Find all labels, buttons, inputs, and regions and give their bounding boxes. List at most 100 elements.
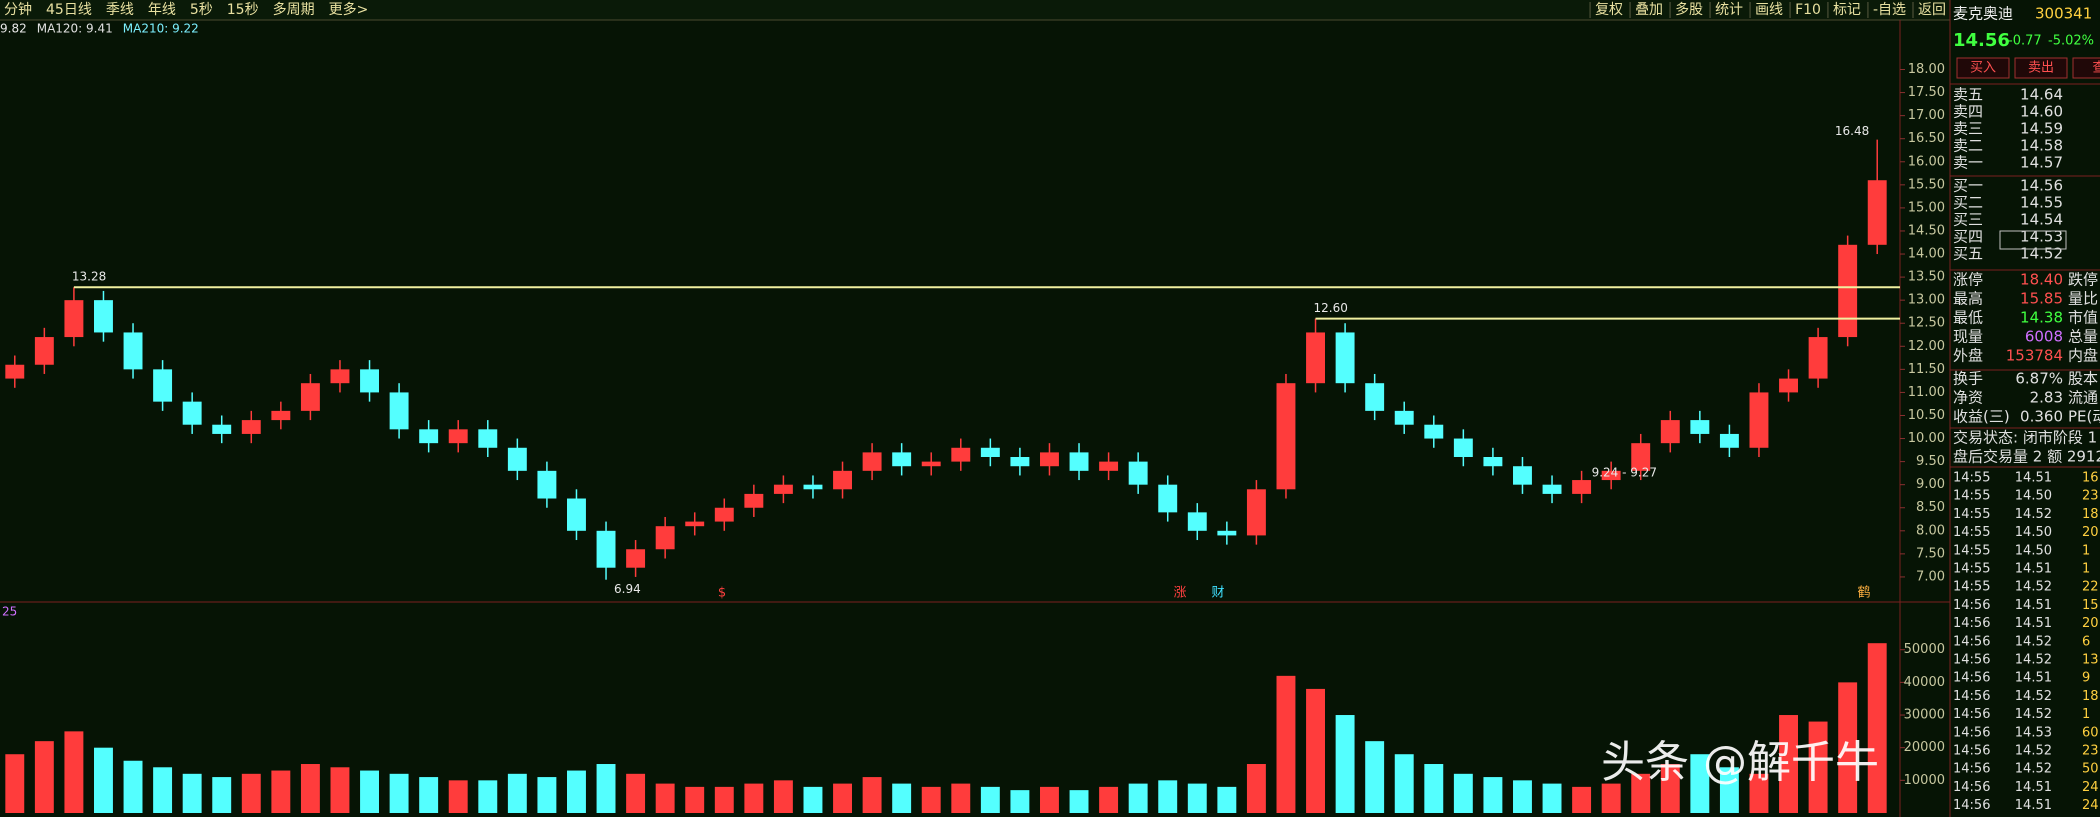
book-price: 14.59 — [2020, 120, 2063, 138]
stat-label: 内盘 — [2068, 347, 2098, 365]
candle-body — [626, 549, 646, 568]
book-price: 14.56 — [2020, 177, 2063, 195]
toolbar-button[interactable]: 叠加 — [1635, 2, 1663, 18]
stat-value: 6.87% — [2015, 370, 2063, 388]
candle-body — [1808, 337, 1828, 379]
volume-bar — [1542, 783, 1562, 813]
candle-body — [507, 447, 527, 471]
candle-body — [1424, 424, 1444, 439]
volume-bar — [1010, 790, 1030, 813]
trade-volume: 9 — [2082, 671, 2090, 686]
stat-label: 换手 — [1953, 370, 1983, 388]
trade-price: 14.50 — [2015, 543, 2052, 558]
candle-body — [389, 392, 409, 430]
trade-time: 14:56 — [1953, 598, 1990, 613]
stock-name: 麦克奥迪 — [1953, 5, 2013, 23]
trade-time: 14:56 — [1953, 634, 1990, 649]
trade-button[interactable] — [2014, 57, 2068, 79]
price-change-pct: -5.02% — [2048, 34, 2094, 49]
y-tick-label: 7.00 — [1916, 569, 1945, 584]
candle-body — [330, 369, 350, 384]
candle-body — [478, 429, 498, 448]
book-price: 14.64 — [2020, 86, 2063, 104]
toolbar-button[interactable]: 统计 — [1715, 2, 1743, 18]
volume-chart: 10000 20000 30000 40000 50000 25 — [2, 605, 1945, 813]
candle-body — [892, 452, 912, 467]
toolbar-button[interactable]: F10 — [1795, 2, 1821, 18]
volume-bar — [1217, 786, 1237, 813]
volume-bar — [212, 777, 232, 813]
y-tick-label: 7.50 — [1916, 546, 1945, 561]
toolbar-button[interactable]: 标记 — [1833, 2, 1861, 18]
candle-body — [1542, 484, 1562, 494]
volume-bar — [1513, 780, 1532, 813]
toolbar-item[interactable]: 季线 — [106, 2, 134, 18]
toolbar-button[interactable]: 画线 — [1755, 2, 1783, 18]
volume-bar — [833, 783, 852, 813]
toolbar-item[interactable]: 15秒 — [227, 2, 259, 18]
price-chart: 7.00 7.50 8.00 8.50 9.00 9.50 10.00 10.50 11.00 1… — [5, 62, 1945, 601]
trade-button[interactable] — [1956, 57, 2010, 79]
candle-body — [153, 369, 173, 402]
trade-volume: 13 — [2082, 653, 2099, 668]
candle-body — [300, 383, 320, 411]
y-tick-label: 8.50 — [1916, 500, 1945, 515]
candle-body — [271, 410, 291, 421]
toolbar-button[interactable]: -自选 — [1873, 2, 1906, 18]
stat-label: 流通 — [2068, 389, 2098, 407]
toolbar-item[interactable]: 多周期 — [273, 1, 315, 18]
trade-button-label[interactable]: 买入 — [1970, 61, 1996, 76]
event-marker: 鹤 — [1857, 585, 1870, 601]
trade-time: 14:56 — [1953, 616, 1990, 631]
toolbar-button[interactable]: 返回 — [1918, 2, 1946, 18]
trade-time: 14:56 — [1953, 671, 1990, 686]
toolbar-item[interactable]: 分钟 — [4, 1, 32, 18]
candle-body — [123, 332, 143, 370]
trade-price: 14.52 — [2015, 689, 2052, 704]
candle-body — [64, 300, 84, 338]
trade-price: 14.52 — [2015, 507, 2052, 522]
toolbar-item[interactable]: 5秒 — [190, 2, 213, 18]
volume-bar — [1572, 786, 1592, 813]
volume-bar — [389, 773, 409, 813]
volume-bar — [419, 777, 439, 813]
toolbar-item[interactable]: 更多> — [329, 1, 369, 18]
book-price: 14.57 — [2020, 154, 2063, 172]
vol-tick-label: 50000 — [1904, 642, 1945, 657]
y-tick-label: 17.50 — [1908, 85, 1945, 100]
ma-legend: 9.82 — [0, 22, 27, 36]
trade-price: 14.52 — [2015, 580, 2052, 595]
toolbar-button[interactable]: 多股 — [1675, 1, 1703, 18]
toolbar-item[interactable]: 年线 — [148, 2, 176, 18]
trade-volume: 23 — [2082, 744, 2099, 759]
volume-bar — [1631, 773, 1651, 813]
trade-button-label[interactable]: 卖出 — [2028, 61, 2054, 76]
stat-label: 现量 — [1953, 328, 1983, 346]
stat-label: 最高 — [1953, 290, 1983, 308]
toolbar-button[interactable]: 复权 — [1595, 1, 1623, 18]
ma-legend: MA120: 9.41 — [37, 22, 113, 36]
candle-body — [1040, 452, 1059, 467]
y-tick-label: 15.50 — [1908, 177, 1945, 192]
volume-bar — [1779, 715, 1798, 813]
y-tick-label: 12.50 — [1908, 316, 1945, 331]
trade-button[interactable] — [2072, 57, 2100, 79]
book-label: 买一 — [1953, 177, 1983, 195]
y-tick-label: 14.00 — [1908, 247, 1945, 262]
stat-label: 净资 — [1953, 389, 1983, 407]
candle-body — [596, 530, 616, 568]
trade-time: 14:56 — [1953, 707, 1990, 722]
candle-body — [1660, 420, 1680, 444]
volume-bar — [1660, 764, 1680, 813]
candle-body — [1306, 332, 1325, 384]
trade-button-label[interactable]: 查 — [2092, 61, 2100, 76]
volume-bar — [773, 780, 793, 813]
candle-body — [1276, 383, 1296, 490]
trade-time: 14:56 — [1953, 780, 1990, 795]
volume-bar — [360, 770, 379, 813]
toolbar-item[interactable]: 45日线 — [46, 2, 92, 18]
extreme-label: 16.48 — [1835, 124, 1869, 138]
trade-volume: 50 — [2082, 762, 2099, 777]
candle-body — [1838, 244, 1858, 338]
trade-price: 14.50 — [2015, 489, 2052, 504]
